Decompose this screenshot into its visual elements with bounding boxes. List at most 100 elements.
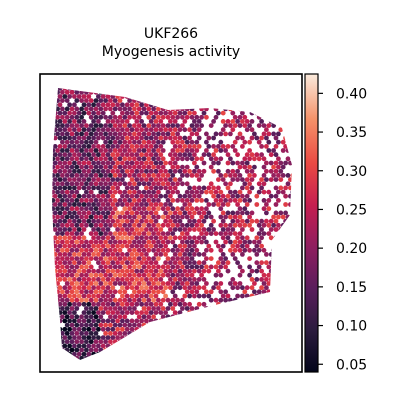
- spot-point: [192, 88, 197, 91]
- spot-point: [153, 318, 159, 324]
- spot-point: [132, 164, 137, 170]
- spot-point: [127, 281, 132, 286]
- spot-point: [192, 119, 197, 124]
- spot-point: [62, 185, 68, 191]
- spot-point: [180, 82, 185, 87]
- spot-point: [52, 268, 58, 274]
- spot-point: [153, 119, 159, 124]
- spot-point: [153, 193, 159, 199]
- spot-point: [158, 310, 164, 315]
- spot-point: [170, 355, 176, 360]
- spot-point: [46, 306, 51, 311]
- spot-point: [129, 260, 135, 266]
- spot-point: [172, 243, 178, 249]
- spot-point: [218, 314, 224, 320]
- spot-point: [180, 89, 185, 95]
- spot-point: [132, 355, 137, 360]
- spot-point: [225, 343, 231, 349]
- spot-point: [235, 260, 241, 266]
- spot-point: [254, 260, 260, 266]
- spot-point: [254, 318, 260, 324]
- spot-point: [201, 185, 207, 191]
- spot-point: [232, 231, 238, 237]
- spot-point: [264, 202, 269, 207]
- spot-point: [218, 189, 224, 195]
- spot-point: [189, 239, 195, 245]
- spot-point: [112, 264, 118, 270]
- spot-point: [110, 94, 116, 99]
- spot-point: [273, 310, 279, 315]
- spot-point: [72, 152, 77, 158]
- spot-point: [196, 310, 202, 315]
- spot-point: [201, 227, 207, 232]
- spot-point: [96, 260, 101, 266]
- spot-point: [259, 260, 264, 266]
- spot-point: [160, 289, 166, 295]
- spot-point: [88, 214, 94, 220]
- spot-point: [252, 173, 257, 178]
- spot-point: [81, 227, 87, 232]
- spot-point: [266, 339, 272, 345]
- spot-point: [120, 160, 125, 166]
- spot-point: [127, 297, 132, 303]
- spot-point: [93, 331, 99, 336]
- spot-point: [144, 235, 149, 241]
- spot-point: [177, 177, 183, 183]
- spot-point: [96, 202, 101, 207]
- spot-point: [100, 185, 106, 191]
- spot-point: [290, 272, 292, 278]
- spot-point: [52, 110, 53, 116]
- spot-point: [67, 343, 72, 349]
- spot-point: [184, 206, 190, 212]
- spot-point: [81, 210, 87, 216]
- spot-point: [91, 252, 96, 257]
- spot-point: [184, 106, 190, 112]
- spot-point: [93, 322, 99, 328]
- spot-point: [158, 335, 164, 340]
- spot-point: [57, 326, 63, 332]
- spot-point: [244, 102, 250, 108]
- spot-point: [228, 82, 233, 87]
- spot-point: [127, 331, 132, 336]
- spot-point: [108, 289, 113, 295]
- spot-point: [98, 347, 104, 353]
- spot-point: [163, 135, 169, 141]
- spot-point: [192, 277, 197, 282]
- spot-point: [220, 110, 226, 116]
- spot-point: [136, 139, 142, 145]
- spot-point: [168, 193, 173, 199]
- spot-point: [64, 339, 70, 345]
- spot-point: [268, 343, 274, 349]
- spot-point: [148, 144, 154, 149]
- spot-point: [223, 173, 229, 178]
- spot-point: [271, 123, 276, 128]
- spot-point: [52, 156, 56, 162]
- spot-point: [175, 181, 181, 187]
- spot-point: [247, 214, 253, 220]
- spot-point: [189, 247, 195, 253]
- spot-point: [46, 248, 51, 253]
- spot-point: [136, 314, 142, 320]
- spot-point: [244, 193, 250, 199]
- spot-point: [105, 351, 111, 357]
- spot-point: [84, 89, 89, 95]
- spot-point: [108, 347, 113, 353]
- spot-point: [60, 355, 65, 360]
- spot-point: [151, 206, 157, 212]
- spot-point: [91, 119, 96, 124]
- spot-point: [175, 148, 181, 153]
- spot-point: [76, 144, 82, 149]
- spot-point: [280, 164, 286, 170]
- spot-point: [170, 222, 176, 228]
- spot-point: [288, 94, 292, 99]
- spot-point: [60, 306, 65, 311]
- spot-point: [141, 306, 147, 311]
- spot-point: [144, 293, 149, 299]
- spot-point: [79, 314, 84, 320]
- spot-point: [84, 148, 89, 153]
- spot-point: [170, 173, 176, 178]
- spot-point: [237, 239, 243, 245]
- spot-point: [223, 331, 229, 336]
- spot-point: [108, 156, 113, 162]
- spot-point: [100, 260, 106, 266]
